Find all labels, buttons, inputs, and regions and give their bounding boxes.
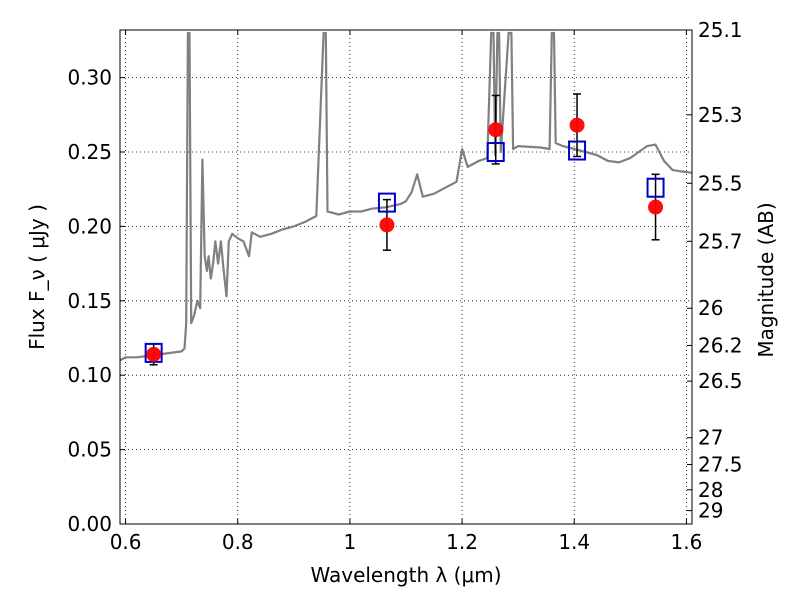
observed-point	[379, 217, 395, 233]
observed-point	[488, 122, 504, 138]
right-tick-label: 25.7	[698, 229, 743, 253]
right-tick-label: 26.2	[698, 333, 743, 357]
observed-point	[146, 346, 162, 362]
model-point	[568, 140, 587, 161]
right-tick-label: 29	[698, 499, 723, 523]
x-tick-label: 0.6	[110, 530, 142, 554]
spectrum-series	[119, 31, 693, 362]
right-tick-label: 26	[698, 296, 723, 320]
x-tick-label: 1.4	[558, 530, 590, 554]
error-bars	[149, 93, 660, 366]
right-tick-label: 26.5	[698, 369, 743, 393]
x-tick-label: 1.2	[446, 530, 478, 554]
y-tick-label: 0.30	[67, 66, 112, 90]
y-tick-label: 0.00	[67, 512, 112, 536]
model-point	[144, 342, 163, 363]
y-tick-label: 0.05	[67, 438, 112, 462]
model-point	[646, 177, 665, 198]
right-tick-label: 25.1	[698, 18, 743, 42]
y-axis-label: Flux F_ν ( μJy )	[25, 204, 49, 350]
plot-frame	[119, 29, 693, 525]
model-point	[377, 192, 396, 213]
x-tick-label: 1	[344, 530, 357, 554]
model-series	[144, 140, 665, 363]
right-tick-label: 27.5	[698, 452, 743, 476]
x-tick-label: 0.8	[222, 530, 254, 554]
spectrum-line	[119, 31, 693, 362]
y-tick-label: 0.25	[67, 140, 112, 164]
y-tick-label: 0.20	[67, 214, 112, 238]
ticks: 0.6 0.8 1 1.2 1.4 1.6 0.00 0.05 0.10 0.15 0.20 0.25…	[67, 18, 742, 554]
y-tick-label: 0.10	[67, 363, 112, 387]
grid	[120, 30, 692, 525]
observed-point	[648, 199, 664, 215]
x-tick-label: 1.6	[670, 530, 702, 554]
x-axis-label: Wavelength λ (μm)	[310, 563, 501, 587]
y-tick-label: 0.15	[67, 289, 112, 313]
observed-point	[569, 117, 585, 133]
right-tick-label: 28	[698, 478, 723, 502]
right-tick-label: 25.3	[698, 103, 743, 127]
model-point	[486, 142, 505, 163]
observed-series	[146, 117, 664, 362]
right-tick-label: 25.5	[698, 171, 743, 195]
right-tick-label: 27	[698, 426, 723, 450]
right-axis-label: Magnitude (AB)	[754, 202, 778, 357]
